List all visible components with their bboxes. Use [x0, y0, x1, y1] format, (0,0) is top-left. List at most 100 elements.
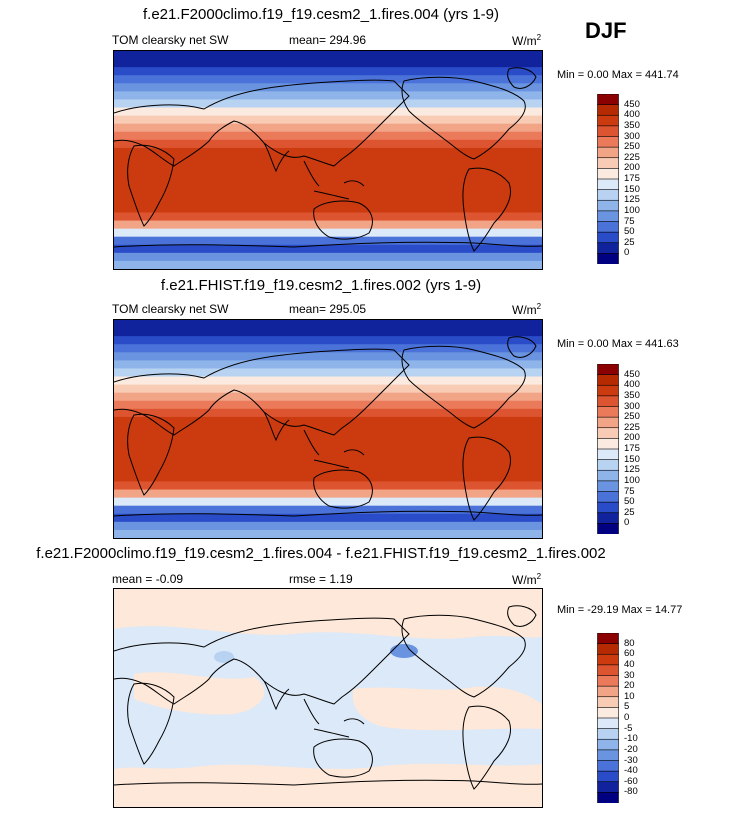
latitude-band — [114, 408, 542, 418]
latitude-band — [114, 107, 542, 117]
latitude-band — [114, 376, 542, 386]
panel-3-colorbar — [597, 632, 619, 804]
latitude-band — [114, 196, 542, 205]
colorbar-tick-label: 100 — [624, 474, 640, 486]
panel-2-coast-greenland — [507, 336, 537, 358]
colorbar-tick-label: 400 — [624, 379, 640, 391]
panel-2-colorbar-labels: 450 400 350 300 250 225 200 175 150 125 100 75 50 25 0 — [624, 364, 664, 534]
colorbar-tick-label: 10 — [624, 690, 635, 702]
colorbar-swatch — [597, 221, 619, 233]
panel-2-coast-australia — [313, 469, 373, 509]
colorbar-tick-label: 350 — [624, 119, 640, 131]
colorbar-tick-label: -80 — [624, 786, 638, 798]
latitude-band — [114, 123, 542, 133]
panel-2-colorbar — [597, 363, 619, 535]
colorbar-tick-label: 50 — [624, 496, 635, 508]
latitude-band — [114, 529, 542, 538]
latitude-band — [114, 236, 542, 246]
colorbar-swatch — [597, 469, 619, 482]
colorbar-swatch — [597, 738, 619, 751]
latitude-band — [114, 400, 542, 410]
panel-2-coast-africa — [127, 413, 175, 496]
panel-3-positive-region — [134, 672, 265, 715]
latitude-band — [114, 188, 542, 197]
colorbar-tick-label: 125 — [624, 464, 640, 476]
panel-3-coast-australia — [313, 738, 373, 778]
colorbar-swatch — [597, 448, 619, 461]
latitude-band — [114, 91, 542, 100]
panel-1-coast-eurasia — [114, 79, 410, 167]
panel-1-colorbar-labels: 450 400 350 300 250 225 200 175 150 125 100 75 50 25 0 — [624, 94, 664, 264]
latitude-band — [114, 441, 542, 450]
colorbar-swatch — [597, 374, 619, 386]
latitude-band — [114, 336, 542, 345]
colorbar-swatch — [597, 760, 619, 772]
panel-1-coastlines — [114, 67, 542, 252]
panel-1-colorbar-svg — [597, 93, 619, 265]
colorbar-tick-label: 150 — [624, 453, 640, 465]
colorbar-swatch — [597, 480, 619, 493]
latitude-band — [114, 497, 542, 507]
panel-1-coast-indonesia — [303, 160, 365, 200]
latitude-band — [114, 424, 542, 434]
panel-2-variable: TOM clearsky net SW — [112, 302, 229, 316]
colorbar-swatch — [597, 104, 619, 116]
panel-3-coast-africa — [127, 682, 175, 765]
colorbar-swatch — [597, 717, 619, 730]
panel-3-coast-north-america — [401, 614, 526, 698]
colorbar-swatch — [597, 384, 619, 397]
season-label: DJF — [585, 18, 627, 43]
panel-2-mean: mean= 295.05 — [289, 302, 367, 316]
colorbar-swatch — [597, 136, 619, 148]
colorbar-tick-label: 350 — [624, 389, 640, 401]
latitude-band — [114, 505, 542, 515]
latitude-band — [114, 368, 542, 378]
latitude-band — [114, 75, 542, 84]
latitude-band — [114, 513, 542, 523]
latitude-band — [114, 147, 542, 157]
latitude-band — [114, 99, 542, 109]
colorbar-swatch — [597, 363, 619, 376]
colorbar-swatch — [597, 770, 619, 783]
latitude-band — [114, 392, 542, 402]
latitude-band — [114, 139, 542, 149]
panel-1-variable: TOM clearsky net SW — [112, 33, 229, 47]
latitude-band — [114, 212, 542, 222]
colorbar-tick-label: 40 — [624, 658, 635, 670]
colorbar-swatch — [597, 664, 619, 677]
colorbar-swatch — [597, 416, 619, 429]
latitude-band — [114, 489, 542, 499]
colorbar-tick-label: 100 — [624, 204, 640, 216]
latitude-band — [114, 83, 542, 92]
colorbar-swatch — [597, 168, 619, 180]
latitude-band — [114, 252, 542, 262]
colorbar-tick-label: -5 — [624, 722, 633, 734]
panel-1-coast-north-america — [401, 76, 526, 160]
colorbar-swatch — [597, 199, 619, 212]
colorbar-swatch — [597, 459, 619, 471]
colorbar-swatch — [597, 438, 619, 450]
colorbar-swatch — [597, 210, 619, 223]
colorbar-swatch — [597, 114, 619, 127]
colorbar-swatch — [597, 491, 619, 503]
colorbar-tick-label: 225 — [624, 421, 640, 433]
panel-3-mean: mean = -0.09 — [112, 572, 184, 586]
latitude-band — [114, 433, 542, 442]
latitude-band — [114, 180, 542, 189]
colorbar-tick-label: 300 — [624, 400, 640, 412]
latitude-band — [114, 115, 542, 125]
colorbar-tick-label: 0 — [624, 247, 630, 259]
colorbar-tick-label: 25 — [624, 506, 635, 518]
colorbar-swatch — [597, 427, 619, 439]
panel-1-title: f.e21.F2000climo.f19_f19.cesm2_1.fires.0… — [142, 6, 499, 23]
colorbar-tick-label: 175 — [624, 173, 640, 184]
panel-1-colorbar — [597, 93, 619, 265]
panel-1-units: W/m2 — [512, 33, 542, 48]
latitude-band — [114, 449, 542, 458]
latitude-band — [114, 473, 542, 482]
colorbar-swatch — [597, 653, 619, 666]
panel-2-minmax: Min = 0.00 Max = 441.63 — [557, 338, 679, 350]
panel-2-units: W/m2 — [512, 302, 542, 317]
latitude-band — [114, 51, 542, 60]
colorbar-swatch — [597, 406, 619, 418]
